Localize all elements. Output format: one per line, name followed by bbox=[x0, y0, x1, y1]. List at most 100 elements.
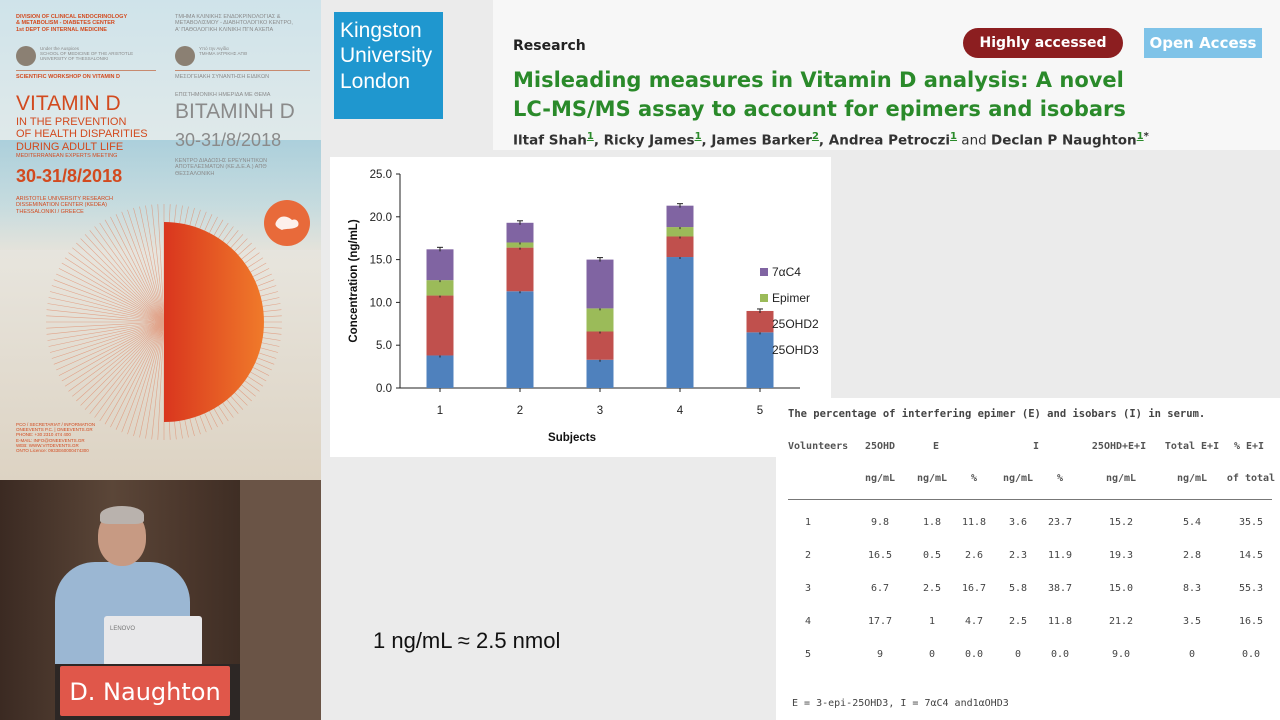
bar-segment-25OHD2 bbox=[506, 247, 534, 292]
y-tick-label: 0.0 bbox=[376, 383, 392, 395]
speaker-name: D. Naughton bbox=[69, 678, 221, 706]
poster-division-en: DIVISION OF CLINICAL ENDOCRINOLOGY & META… bbox=[16, 14, 128, 33]
table-cell: 3.5 bbox=[1182, 616, 1202, 627]
x-tick-label: 2 bbox=[517, 405, 523, 417]
y-tick-label: 5.0 bbox=[376, 340, 392, 352]
table-cell: 3.6 bbox=[1008, 517, 1028, 528]
author-name[interactable]: Ricky James bbox=[603, 132, 695, 149]
article-title-line-2: LC-MS/MS assay to account for epimers an… bbox=[513, 97, 1126, 121]
poster-workshop-en: SCIENTIFIC WORKSHOP ON VITAMIN D bbox=[16, 74, 120, 80]
table-cell: 9.8 bbox=[870, 517, 890, 528]
article-title-line-1: Misleading measures in Vitamin D analysi… bbox=[513, 68, 1124, 92]
greece-map-badge-icon bbox=[264, 200, 310, 246]
table-cell: 11.8 bbox=[1047, 616, 1073, 627]
table-cell: 14.5 bbox=[1238, 550, 1264, 561]
bar-segment-7αC4 bbox=[666, 205, 694, 228]
bar-segment-Epimer bbox=[666, 227, 694, 237]
poster-venue-en: ARISTOTLE UNIVERSITY RESEARCH DISSEMINATI… bbox=[16, 196, 113, 215]
poster-subtitle-en: IN THE PREVENTION OF HEALTH DISPARITIES DU… bbox=[16, 116, 148, 153]
author-affiliation-link[interactable]: 1 bbox=[694, 131, 702, 142]
x-axis-label: Subjects bbox=[548, 432, 596, 444]
table-cell: 0 bbox=[928, 649, 936, 660]
table-cell: 16.5 bbox=[1238, 616, 1264, 627]
poster-workshop-gr: ΜΕΣΟΓΕΙΑΚΗ ΣΥΝΑΝΤΗΣΗ ΕΙΔΙΚΩΝ bbox=[175, 74, 270, 80]
author-name[interactable]: Declan P Naughton bbox=[991, 132, 1137, 149]
table-cell: 35.5 bbox=[1238, 517, 1264, 528]
poster-divider bbox=[16, 70, 156, 71]
table-unit: ng/mL bbox=[1002, 473, 1034, 484]
corresponding-mark: * bbox=[1143, 131, 1149, 142]
table-cell: 5.8 bbox=[1008, 583, 1028, 594]
table-cell: 15.2 bbox=[1108, 517, 1134, 528]
table-header: E bbox=[932, 441, 940, 452]
table-cell: 23.7 bbox=[1047, 517, 1073, 528]
x-tick-label: 3 bbox=[597, 405, 603, 417]
y-tick-label: 25.0 bbox=[370, 169, 392, 181]
bar-segment-25OHD2 bbox=[426, 295, 454, 356]
x-tick-label: 4 bbox=[677, 405, 684, 417]
table-unit: ng/mL bbox=[1176, 473, 1208, 484]
table-cell: 2.3 bbox=[1008, 550, 1028, 561]
unit-conversion-note: 1 ng/mL ≈ 2.5 nmol bbox=[373, 628, 561, 653]
highly-accessed-badge: Highly accessed bbox=[963, 28, 1123, 58]
table-cell: 0.0 bbox=[964, 649, 984, 660]
poster-date-en: 30-31/8/2018 bbox=[16, 166, 123, 186]
legend-swatch bbox=[760, 294, 768, 302]
table-unit: ng/mL bbox=[864, 473, 896, 484]
bar-segment-25OHD3 bbox=[506, 291, 534, 388]
author-name[interactable]: Andrea Petroczi bbox=[828, 132, 951, 149]
y-axis-label: Concentration (ng/mL) bbox=[348, 219, 360, 342]
legend-swatch bbox=[760, 268, 768, 276]
chart-svg: 0.0 5.0 10.0 15.0 20.0 25.0 1 2 3 4 5 Subjects Conce… bbox=[348, 169, 819, 444]
table-unit: ng/mL bbox=[1105, 473, 1137, 484]
speaker-video: LENOVO D. Naughton bbox=[0, 480, 321, 720]
table-cell: 0.0 bbox=[1241, 649, 1261, 660]
poster-division-gr: ΤΜΗΜΑ ΚΛΙΝΙΚΗΣ ΕΝΔΟΚΡΙΝΟΛΟΓΙΑΣ & ΜΕΤΑΒΟΛΙ… bbox=[175, 14, 293, 33]
author-affiliation-link[interactable]: 1 bbox=[1136, 131, 1144, 142]
author-list: Iltaf Shah1, Ricky James1, James Barker2… bbox=[513, 131, 1149, 149]
logo-line-1: Kingston bbox=[340, 19, 422, 42]
table-unit: of total bbox=[1226, 473, 1276, 484]
table-caption: The percentage of interfering epimer (E)… bbox=[788, 408, 1206, 420]
table-cell: 0 bbox=[1188, 649, 1196, 660]
poster-divider bbox=[175, 70, 310, 71]
table-cell: 38.7 bbox=[1047, 583, 1073, 594]
laptop-brand: LENOVO bbox=[110, 626, 136, 632]
table-cell: 0.5 bbox=[922, 550, 942, 561]
table-cell: 0.0 bbox=[1050, 649, 1070, 660]
legend-label: Epimer bbox=[772, 291, 810, 305]
table-cell: 5.4 bbox=[1182, 517, 1202, 528]
table-cell: 17.7 bbox=[867, 616, 893, 627]
logo-line-3: London bbox=[340, 70, 411, 93]
legend-label: 7αC4 bbox=[772, 265, 801, 279]
author-separator: and bbox=[957, 132, 991, 149]
table-cell: 2.5 bbox=[922, 583, 942, 594]
bar-segment-25OHD2 bbox=[586, 331, 614, 360]
author-name[interactable]: James Barker bbox=[711, 132, 812, 149]
table-header: 25OHD+E+I bbox=[1091, 441, 1147, 452]
kingston-university-logo: Kingston University London bbox=[334, 12, 443, 119]
video-door-panel bbox=[240, 480, 321, 720]
author-affiliation-link[interactable]: 1 bbox=[586, 131, 594, 142]
table-cell: 6.7 bbox=[870, 583, 890, 594]
author-name[interactable]: Iltaf Shah bbox=[513, 132, 587, 149]
bar-segment-7αC4 bbox=[586, 259, 614, 309]
bar-segment-Epimer bbox=[426, 280, 454, 296]
bar-segment-Epimer bbox=[506, 242, 534, 248]
poster-venue-gr: ΚΕΝΤΡΟ ΔΙΑΔΟΣΗΣ ΕΡΕΥΝΗΤΙΚΩΝ ΑΠΟΤΕΛΕΣΜΑΤΩΝ… bbox=[175, 158, 268, 177]
poster-experts-en: MEDITERRANEAN EXPERTS MEETING bbox=[16, 153, 118, 159]
table-cell: 2.8 bbox=[1182, 550, 1202, 561]
table-cell: 11.9 bbox=[1047, 550, 1073, 561]
author-affiliation-link[interactable]: 2 bbox=[811, 131, 819, 142]
author-affiliation-link[interactable]: 1 bbox=[950, 131, 958, 142]
poster-title-gr: ΒΙΤΑΜΙΝΗ D bbox=[175, 100, 295, 123]
author-separator: , bbox=[701, 132, 712, 149]
table-header: % E+I bbox=[1233, 441, 1265, 452]
poster-auspices-en: Under the Auspices SCHOOL OF MEDICINE OF … bbox=[40, 46, 134, 62]
table-cell: 3 bbox=[804, 583, 812, 594]
poster-date-gr: 30-31/8/2018 bbox=[175, 130, 282, 150]
legend-swatch bbox=[760, 346, 768, 354]
table-header: 25OHD bbox=[864, 441, 896, 452]
table-cell: 4.7 bbox=[964, 616, 984, 627]
table-cell: 55.3 bbox=[1238, 583, 1264, 594]
